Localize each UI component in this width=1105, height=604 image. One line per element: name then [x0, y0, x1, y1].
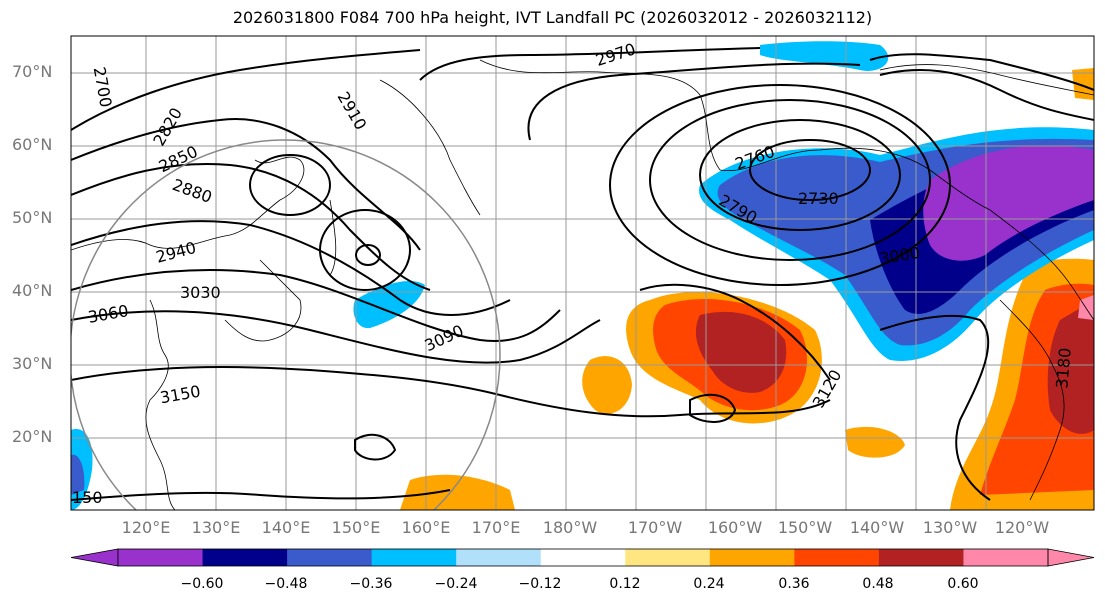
colorbar-swatch [118, 549, 204, 566]
colorbar-swatch [963, 549, 1049, 566]
lon-label: 180°W [542, 518, 598, 537]
lon-label: 130°W [922, 518, 978, 537]
lon-label: 140°E [261, 518, 311, 537]
contour-label: 2880 [170, 175, 215, 207]
lat-label: 50°N [12, 208, 53, 227]
contour-label: 3150 [159, 382, 202, 408]
lat-label: 30°N [12, 354, 53, 373]
colorbar [70, 548, 1095, 567]
colorbar-swatch [794, 549, 880, 566]
lon-label: 150°W [777, 518, 833, 537]
colorbar-swatch [625, 549, 711, 566]
contour-label: 2940 [154, 238, 198, 267]
graticule [71, 36, 1094, 510]
lon-label: 160°W [707, 518, 763, 537]
colorbar-swatch [287, 549, 373, 566]
colorbar-extend-high [1047, 548, 1095, 567]
lon-label: 130°E [191, 518, 241, 537]
lon-label: 140°W [849, 518, 905, 537]
colorbar-tick-label: −0.24 [434, 576, 478, 592]
colorbar-tick-label: 0.24 [693, 576, 725, 592]
contour-label: 3030 [180, 283, 221, 302]
contour-label: 2730 [798, 189, 839, 208]
lat-label: 70°N [12, 62, 53, 81]
height-contours [71, 47, 1094, 501]
colorbar-swatch [202, 549, 288, 566]
lon-label: 170°W [627, 518, 683, 537]
colorbar-tick-label: −0.48 [264, 576, 308, 592]
colorbar-tick-label: −0.60 [180, 576, 224, 592]
contour-label: 2970 [593, 39, 638, 70]
colorbar-tick-label: 0.48 [862, 576, 894, 592]
figure-title: 2026031800 F084 700 hPa height, IVT Land… [232, 8, 873, 27]
colorbar-extend-low [70, 548, 119, 567]
colorbar-tick-label: −0.12 [518, 576, 562, 592]
lon-label: 150°E [331, 518, 381, 537]
contour-label: 3060 [87, 301, 130, 327]
contour-label: 3180 [1052, 347, 1074, 389]
coastlines [71, 59, 1094, 510]
lon-label: 120°W [994, 518, 1050, 537]
colorbar-border [117, 548, 1049, 567]
lon-label: 170°E [471, 518, 521, 537]
colorbar-swatch [371, 549, 457, 566]
contour-label: 2910 [334, 88, 371, 133]
landfall-radius-circle [71, 139, 501, 510]
colorbar-tick-label: 0.12 [609, 576, 641, 592]
colorbar-tick-label: 0.36 [778, 576, 810, 592]
colorbar-swatch [456, 549, 542, 566]
colorbar-swatch [540, 549, 626, 566]
lon-label: 160°E [401, 518, 451, 537]
colorbar-swatch [709, 549, 795, 566]
colorbar-tick-label: −0.36 [349, 576, 393, 592]
ivt-shading [71, 41, 1094, 510]
contour-label: 2700 [90, 65, 116, 108]
lon-label: 120°E [121, 518, 171, 537]
colorbar-swatch [878, 549, 964, 566]
contour-label: 150 [72, 488, 103, 507]
colorbar-tick-label: 0.60 [947, 576, 979, 592]
lat-label: 20°N [12, 427, 53, 446]
lat-label: 40°N [12, 281, 53, 300]
lat-label: 60°N [12, 135, 53, 154]
